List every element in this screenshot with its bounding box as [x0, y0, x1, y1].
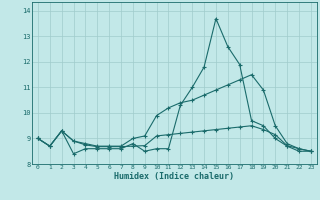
X-axis label: Humidex (Indice chaleur): Humidex (Indice chaleur): [115, 172, 234, 181]
